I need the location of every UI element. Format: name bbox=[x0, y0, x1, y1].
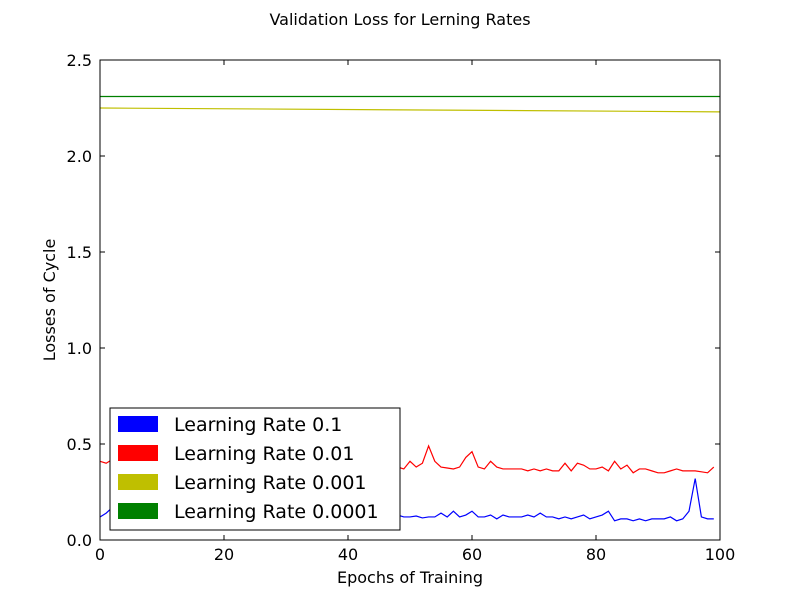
x-tick-label: 0 bbox=[95, 545, 105, 564]
legend-swatch-3 bbox=[118, 503, 158, 519]
x-tick-label: 40 bbox=[338, 545, 358, 564]
legend-label-2: Learning Rate 0.001 bbox=[174, 472, 367, 494]
legend-swatch-2 bbox=[118, 474, 158, 490]
legend-label-0: Learning Rate 0.1 bbox=[174, 414, 342, 436]
y-tick-label: 0.5 bbox=[67, 435, 92, 454]
legend-swatch-0 bbox=[118, 416, 158, 432]
plot-area: 0 20 40 60 80 100 0.0 0.5 1.0 1.5 2.0 2.5 bbox=[67, 51, 736, 564]
series-line-2 bbox=[99, 107, 721, 113]
legend-label-3: Learning Rate 0.0001 bbox=[174, 501, 379, 523]
y-tick-label: 0.0 bbox=[67, 531, 92, 550]
y-tick-label: 2.5 bbox=[67, 51, 92, 70]
legend-box bbox=[109, 407, 401, 531]
legend-swatch-1 bbox=[118, 445, 158, 461]
y-tick-label: 1.5 bbox=[67, 243, 92, 262]
x-axis-label: Epochs of Training bbox=[337, 568, 483, 587]
legend: Learning Rate 0.1 Learning Rate 0.01 Learn… bbox=[109, 407, 401, 531]
x-tick-label: 100 bbox=[705, 545, 736, 564]
y-tick-label: 1.0 bbox=[67, 339, 92, 358]
x-tick-label: 80 bbox=[586, 545, 606, 564]
chart-title: Validation Loss for Lerning Rates bbox=[269, 10, 530, 29]
y-axis-label: Losses of Cycle bbox=[40, 239, 59, 362]
x-tick-label: 60 bbox=[462, 545, 482, 564]
legend-label-1: Learning Rate 0.01 bbox=[174, 443, 354, 465]
y-tick-label: 2.0 bbox=[67, 147, 92, 166]
axes-frame bbox=[99, 59, 721, 541]
x-tick-label: 20 bbox=[214, 545, 234, 564]
